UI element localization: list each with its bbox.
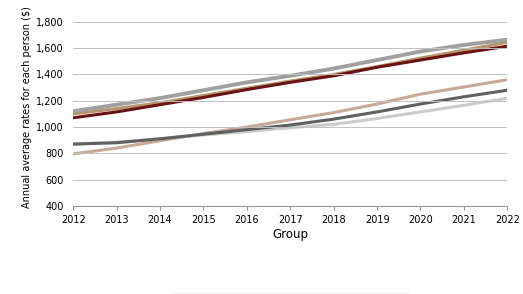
2 (70, 116, 76, 120)
3 (70, 109, 76, 113)
5 (461, 103, 467, 107)
4 (70, 152, 76, 156)
6 (113, 141, 120, 145)
6 (200, 133, 207, 136)
Line: 4: 4 (73, 80, 507, 154)
6 (287, 123, 293, 127)
Line: 3: 3 (73, 40, 507, 111)
4 (331, 111, 337, 114)
5 (244, 130, 250, 133)
6 (417, 102, 424, 106)
2 (113, 110, 120, 114)
4 (461, 85, 467, 89)
4 (287, 118, 293, 121)
5 (504, 96, 510, 100)
4 (200, 132, 207, 135)
1 (113, 107, 120, 110)
3 (504, 38, 510, 41)
1 (70, 112, 76, 116)
1 (461, 49, 467, 52)
5 (417, 110, 424, 114)
2 (504, 44, 510, 48)
3 (417, 50, 424, 53)
4 (157, 139, 163, 143)
5 (331, 123, 337, 126)
3 (374, 58, 380, 62)
3 (200, 88, 207, 92)
2 (287, 81, 293, 84)
2 (200, 96, 207, 99)
1 (200, 94, 207, 97)
4 (374, 102, 380, 106)
6 (504, 88, 510, 92)
3 (244, 81, 250, 84)
2 (331, 74, 337, 78)
5 (157, 137, 163, 141)
Line: 2: 2 (73, 46, 507, 118)
2 (417, 58, 424, 62)
1 (287, 79, 293, 83)
Line: 1: 1 (73, 42, 507, 114)
2 (244, 88, 250, 91)
5 (374, 117, 380, 120)
2 (461, 51, 467, 55)
4 (113, 146, 120, 150)
Line: 6: 6 (73, 90, 507, 144)
1 (331, 73, 337, 76)
2 (374, 66, 380, 69)
6 (374, 110, 380, 114)
1 (244, 86, 250, 90)
5 (70, 142, 76, 146)
Line: 5: 5 (73, 98, 507, 144)
1 (417, 56, 424, 60)
3 (461, 43, 467, 47)
Y-axis label: Annual average rates for each person ($): Annual average rates for each person ($) (21, 6, 31, 208)
3 (113, 103, 120, 106)
X-axis label: Group: Group (272, 228, 308, 240)
1 (157, 101, 163, 104)
5 (287, 126, 293, 129)
6 (70, 142, 76, 146)
3 (287, 74, 293, 78)
5 (113, 140, 120, 144)
6 (244, 128, 250, 131)
5 (200, 133, 207, 137)
6 (461, 95, 467, 98)
2 (157, 103, 163, 106)
3 (331, 67, 337, 70)
6 (157, 137, 163, 141)
1 (504, 41, 510, 44)
1 (374, 65, 380, 69)
3 (157, 96, 163, 100)
6 (331, 117, 337, 121)
4 (504, 78, 510, 81)
4 (244, 125, 250, 129)
4 (417, 92, 424, 96)
